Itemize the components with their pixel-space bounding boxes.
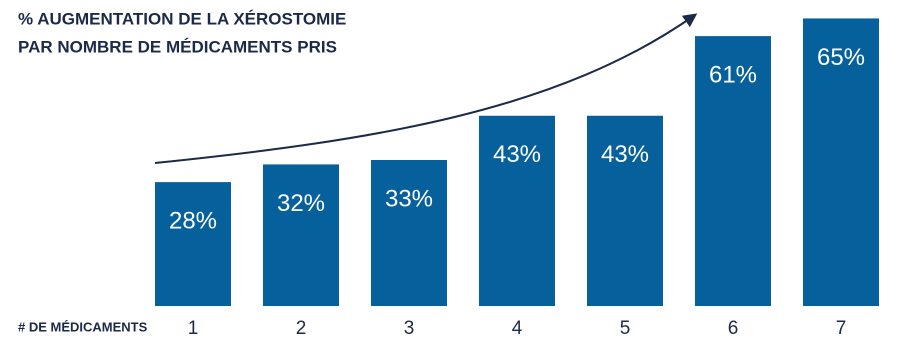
x-tick-label: 5 (620, 318, 631, 339)
bar (803, 18, 879, 306)
bar (155, 182, 231, 306)
x-tick-label: 3 (404, 318, 415, 339)
x-tick-label: 6 (728, 318, 739, 339)
value-label: 65% (817, 44, 865, 71)
bar (263, 164, 339, 306)
value-label: 43% (493, 141, 541, 168)
value-label: 32% (277, 190, 325, 217)
bar (695, 36, 771, 306)
bar (371, 160, 447, 306)
value-label: 33% (385, 185, 433, 212)
x-tick-label: 2 (296, 318, 307, 339)
value-label: 43% (601, 141, 649, 168)
bar (479, 115, 555, 307)
chart-title: % AUGMENTATION DE LA XÉROSTOMIE (18, 9, 346, 28)
x-tick-label: 7 (836, 318, 847, 339)
value-label: 28% (169, 207, 217, 234)
value-label: 61% (709, 61, 757, 88)
x-tick-label: 1 (188, 318, 199, 339)
x-axis-label: # DE MÉDICAMENTS (18, 319, 148, 334)
x-tick-label: 4 (512, 318, 523, 339)
trend-arrow (154, 13, 698, 164)
bar (587, 115, 663, 307)
chart-title: PAR NOMBRE DE MÉDICAMENTS PRIS (18, 37, 337, 56)
